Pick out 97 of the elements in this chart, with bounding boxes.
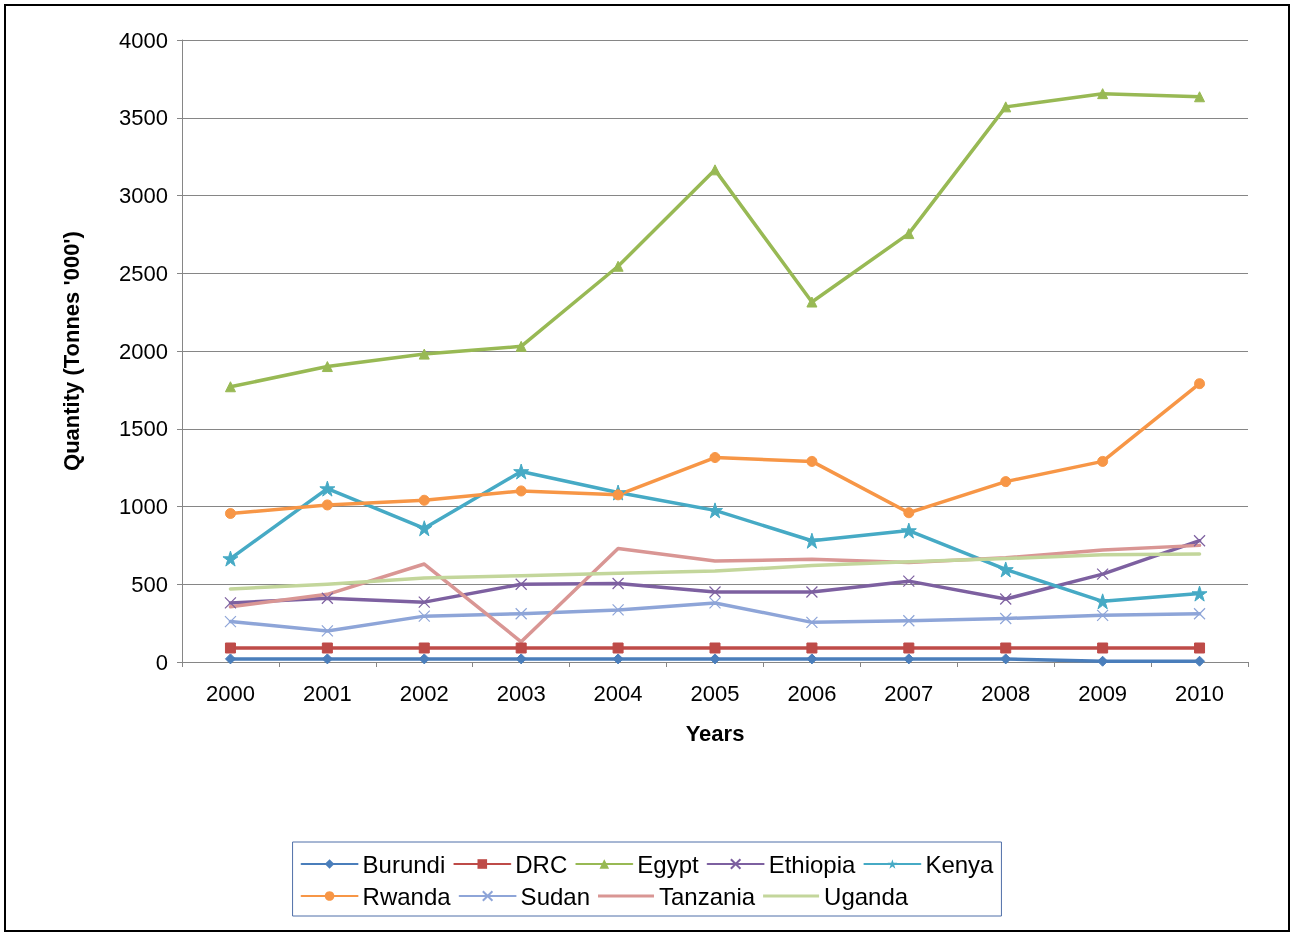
point: [805, 616, 819, 629]
legend-label: Egypt: [637, 850, 699, 878]
point: [513, 463, 530, 480]
point: [999, 612, 1012, 625]
point: [418, 348, 430, 360]
point: [515, 340, 527, 352]
point: [224, 508, 236, 519]
legend-label: Burundi: [362, 850, 446, 878]
point: [1097, 642, 1109, 654]
point: [805, 585, 819, 599]
point: [222, 550, 239, 567]
point: [321, 592, 334, 605]
point: [1194, 655, 1206, 667]
point: [1194, 378, 1206, 390]
point: [806, 296, 818, 308]
point: [709, 642, 721, 654]
point: [1193, 607, 1206, 620]
point: [900, 522, 917, 539]
point: [416, 520, 433, 537]
point: [806, 642, 818, 654]
x-tick-label: 2010: [1175, 680, 1225, 706]
legend-label: DRC: [515, 850, 568, 878]
point: [1193, 534, 1206, 547]
x-tick-label: 2000: [205, 680, 255, 706]
x-tick-label: 2003: [496, 680, 546, 706]
y-tick-label: 2000: [119, 338, 168, 364]
point: [1191, 585, 1208, 602]
point: [803, 532, 820, 549]
y-axis-title: Quantity (Tonnes '000'): [58, 231, 84, 471]
point: [321, 624, 334, 637]
x-axis-title: Years: [685, 720, 745, 746]
x-tick-label: 2005: [690, 680, 740, 706]
point: [224, 642, 236, 654]
point: [903, 507, 915, 519]
point: [224, 381, 236, 393]
legend-label: Uganda: [824, 882, 909, 910]
point: [806, 455, 818, 467]
y-tick-label: 4000: [119, 27, 168, 53]
point: [1096, 609, 1109, 622]
point: [902, 575, 915, 588]
point: [999, 592, 1012, 606]
point: [1000, 476, 1012, 488]
line-series: [228, 552, 1202, 591]
point: [321, 642, 333, 654]
point: [224, 653, 236, 665]
point: [997, 561, 1014, 578]
point: [1000, 101, 1012, 113]
point: [418, 596, 431, 609]
x-tick-label: 2006: [787, 680, 837, 706]
point: [418, 610, 431, 623]
point: [707, 502, 723, 519]
legend-label: Ethiopia: [768, 850, 857, 878]
point: [1097, 455, 1109, 467]
legend-label: Sudan: [520, 882, 591, 910]
y-tick-label: 500: [131, 571, 168, 597]
y-tick-label: 0: [155, 649, 168, 675]
point: [708, 596, 722, 610]
x-tick-label: 2008: [981, 680, 1031, 706]
point: [321, 499, 333, 511]
x-tick-label: 2004: [593, 680, 643, 706]
point: [1097, 88, 1109, 100]
x-tick-label: 2001: [302, 680, 352, 706]
legend-label: Tanzania: [659, 882, 756, 910]
legend-label: Kenya: [925, 850, 995, 878]
point: [1096, 568, 1109, 581]
point: [418, 494, 430, 506]
y-tick-label: 3000: [119, 183, 168, 208]
point: [319, 480, 336, 497]
point: [612, 489, 624, 501]
x-tick-label: 2009: [1078, 680, 1128, 706]
point: [321, 361, 333, 373]
x-tick-label: 2002: [399, 680, 449, 706]
point: [611, 577, 625, 590]
point: [1194, 642, 1206, 654]
point: [515, 485, 527, 497]
y-tick-label: 1000: [119, 494, 168, 519]
point: [709, 452, 721, 464]
point: [612, 642, 624, 654]
y-tick-label: 3500: [119, 105, 168, 131]
x-tick-label: 2007: [884, 680, 934, 706]
point: [709, 653, 721, 665]
point: [903, 228, 915, 240]
point: [902, 614, 915, 627]
point: [418, 642, 430, 654]
point: [1000, 642, 1012, 654]
y-tick-label: 1500: [119, 416, 168, 442]
point: [515, 607, 528, 620]
point: [515, 642, 527, 654]
point: [611, 603, 625, 617]
point: [515, 578, 528, 591]
y-tick-label: 2500: [119, 260, 168, 286]
point: [903, 642, 915, 654]
point: [708, 585, 722, 599]
point: [1194, 91, 1206, 103]
legend-label: Rwanda: [362, 882, 452, 910]
point: [224, 596, 237, 610]
point: [224, 615, 237, 628]
